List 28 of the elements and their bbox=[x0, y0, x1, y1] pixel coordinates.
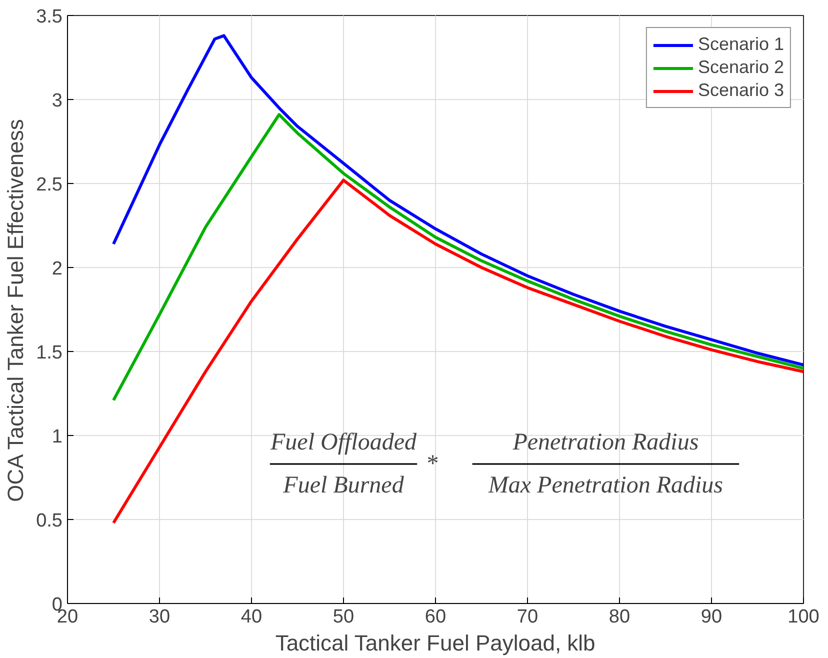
y-tick-label: 0.5 bbox=[36, 510, 63, 532]
annotation: Penetration Radius bbox=[512, 430, 699, 456]
annotation: Max Penetration Radius bbox=[487, 472, 724, 498]
x-axis-title: Tactical Tanker Fuel Payload, klb bbox=[275, 630, 596, 656]
x-tick-label: 60 bbox=[424, 606, 446, 628]
legend-label: Scenario 2 bbox=[698, 57, 784, 78]
x-tick-label: 90 bbox=[700, 606, 722, 628]
annotation: * bbox=[426, 451, 439, 478]
legend-label: Scenario 1 bbox=[698, 34, 784, 55]
annotation: Fuel Burned bbox=[282, 472, 405, 498]
x-tick-label: 100 bbox=[788, 606, 820, 628]
y-tick-label: 2.5 bbox=[36, 174, 63, 196]
y-tick-label: 3 bbox=[52, 90, 63, 112]
y-tick-label: 3.5 bbox=[36, 6, 63, 28]
x-tick-label: 50 bbox=[332, 606, 354, 628]
x-tick-label: 30 bbox=[148, 606, 170, 628]
y-tick-label: 1 bbox=[52, 426, 63, 448]
y-axis-title: OCA Tactical Tanker Fuel Effectiveness bbox=[3, 119, 28, 502]
annotation: Fuel Offloaded bbox=[270, 430, 418, 456]
y-tick-label: 1.5 bbox=[36, 342, 63, 364]
line-series bbox=[112, 34, 804, 366]
line-series bbox=[112, 178, 804, 524]
legend-label: Scenario 3 bbox=[698, 80, 784, 101]
x-tick-label: 70 bbox=[516, 606, 538, 628]
x-tick-label: 80 bbox=[608, 606, 630, 628]
line-series bbox=[112, 113, 804, 402]
y-tick-label: 2 bbox=[52, 258, 63, 280]
x-tick-label: 40 bbox=[240, 606, 262, 628]
